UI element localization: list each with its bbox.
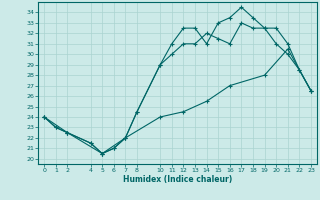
- X-axis label: Humidex (Indice chaleur): Humidex (Indice chaleur): [123, 175, 232, 184]
